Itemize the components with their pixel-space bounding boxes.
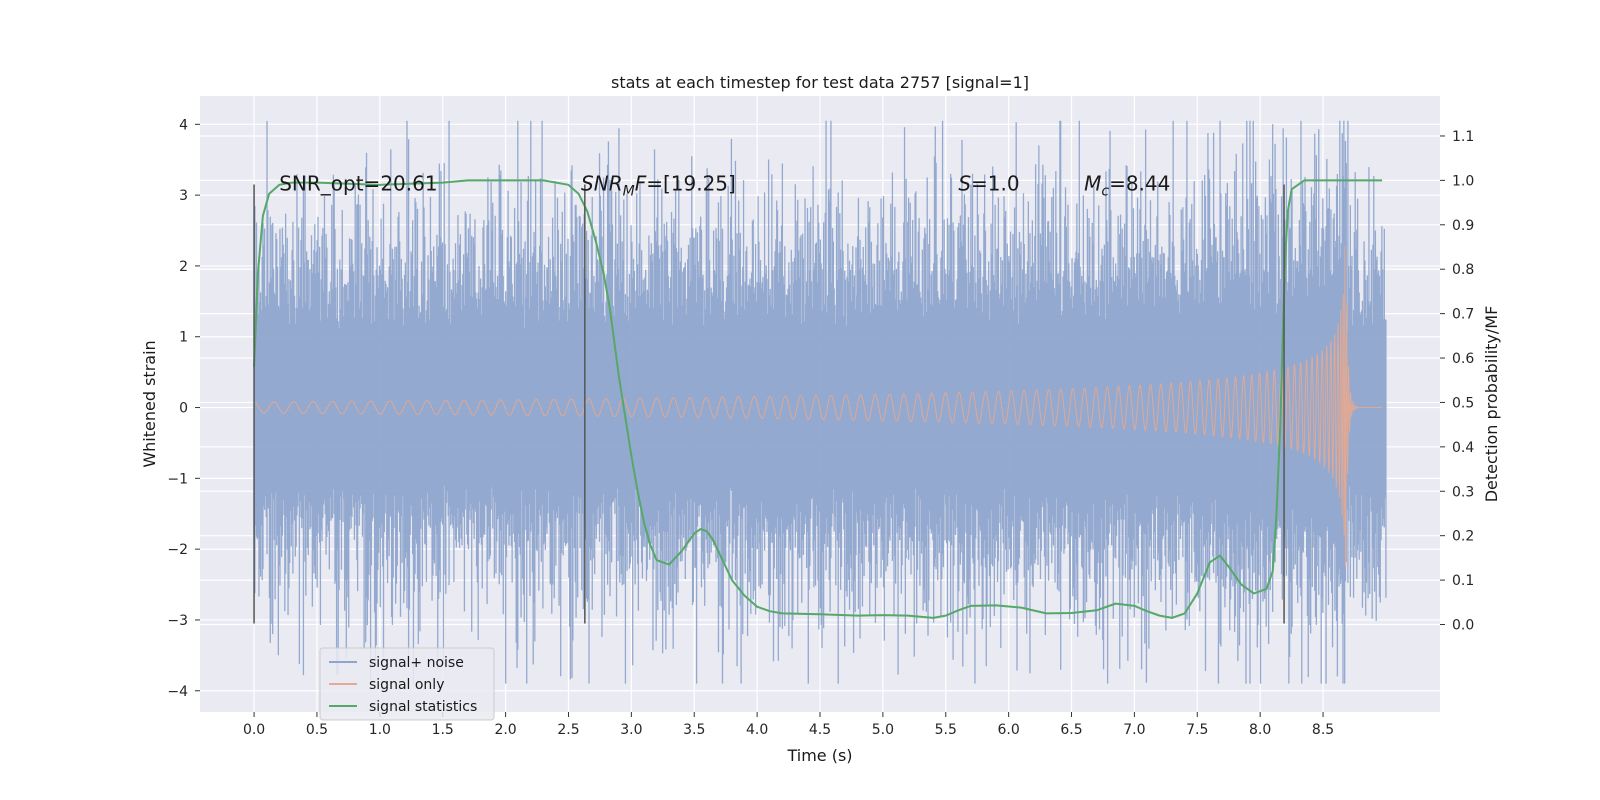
- annotation-1: SNRMF=[19.25]: [581, 172, 736, 200]
- x-tick-label: 4.5: [809, 722, 831, 738]
- series-signal-only: [254, 245, 1383, 568]
- legend-label-stats: signal statistics: [369, 699, 477, 715]
- annotation-layer: SNR_opt=20.61 SNRMF=[19.25] S=1.0 Mc=8.44: [279, 172, 1170, 200]
- x-tick-label: 7.5: [1186, 722, 1208, 738]
- x-tick-label: 0.5: [306, 722, 328, 738]
- y-tick-label: 2: [179, 259, 188, 275]
- x-tick-label: 3.5: [683, 722, 705, 738]
- y-tick-label: 1: [179, 330, 188, 346]
- x-tick-label: 3.0: [620, 722, 642, 738]
- x-tick-label: 2.0: [494, 722, 516, 738]
- x-tick-label: 7.0: [1123, 722, 1145, 738]
- x-tick-label: 8.0: [1249, 722, 1271, 738]
- y-tick-label: −4: [167, 684, 188, 700]
- series-signal-statistics: [253, 179, 1383, 619]
- y-tick-label: −3: [167, 613, 188, 629]
- x-tick-label: 6.5: [1060, 722, 1082, 738]
- axes: 0.0 0.5 1.0 1.5 2.0 2.5 3.0 3.5 4.0 4.5 5.0 5.5 6.0 6…: [167, 117, 1474, 738]
- y-right-tick-label: 0.3: [1452, 484, 1474, 500]
- legend: signal+ noise signal only signal statist…: [319, 647, 495, 721]
- x-tick-label: 8.5: [1312, 722, 1334, 738]
- y-right-tick-label: 1.0: [1452, 173, 1474, 189]
- y-right-tick-label: 0.7: [1452, 307, 1474, 323]
- y-tick-label: 4: [179, 117, 188, 133]
- x-tick-label: 2.5: [557, 722, 579, 738]
- y-tick-label: −1: [167, 471, 188, 487]
- y-axis-right-label: Detection probability/MF: [1482, 306, 1501, 503]
- x-tick-label: 1.5: [432, 722, 454, 738]
- x-tick-label: 4.0: [746, 722, 768, 738]
- annotation-3: Mc=8.44: [1084, 172, 1170, 200]
- y-tick-label: 0: [179, 401, 188, 417]
- y-tick-label: −2: [167, 542, 188, 558]
- x-tick-label: 6.0: [998, 722, 1020, 738]
- y-right-tick-label: 0.1: [1452, 573, 1474, 589]
- y-right-tick-label: 0.5: [1452, 395, 1474, 411]
- x-axis-label: Time (s): [786, 746, 852, 765]
- y-axis-label: Whitened strain: [140, 340, 159, 467]
- y-tick-label: 3: [179, 188, 188, 204]
- annotation-2: S=1.0: [958, 172, 1019, 196]
- legend-label-noise: signal+ noise: [369, 655, 464, 671]
- y-right-tick-label: 0.4: [1452, 440, 1474, 456]
- x-tick-label: 0.0: [243, 722, 265, 738]
- vline-layer: [253, 184, 1285, 624]
- y-right-tick-label: 0.8: [1452, 262, 1474, 278]
- legend-box: [319, 647, 495, 721]
- y-right-tick-label: 0.6: [1452, 351, 1474, 367]
- y-right-tick-label: 0.0: [1452, 618, 1474, 634]
- x-tick-label: 1.0: [369, 722, 391, 738]
- x-tick-label: 5.5: [935, 722, 957, 738]
- chart-title: stats at each timestep for test data 275…: [611, 73, 1029, 92]
- y-right-tick-label: 1.1: [1452, 129, 1474, 145]
- annotation-0: SNR_opt=20.61: [279, 172, 437, 196]
- y-right-tick-label: 0.2: [1452, 529, 1474, 545]
- x-tick-label: 5.0: [872, 722, 894, 738]
- y-right-tick-label: 0.9: [1452, 218, 1474, 234]
- legend-label-signal: signal only: [369, 677, 444, 693]
